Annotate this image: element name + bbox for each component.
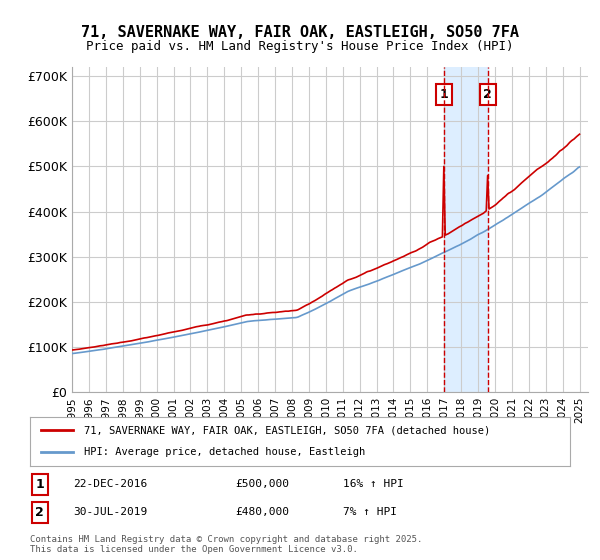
Text: 2: 2 <box>483 88 492 101</box>
Text: 7% ↑ HPI: 7% ↑ HPI <box>343 507 397 517</box>
Text: 2: 2 <box>35 506 44 519</box>
Text: £480,000: £480,000 <box>235 507 289 517</box>
Text: 71, SAVERNAKE WAY, FAIR OAK, EASTLEIGH, SO50 7FA (detached house): 71, SAVERNAKE WAY, FAIR OAK, EASTLEIGH, … <box>84 426 490 436</box>
Text: Price paid vs. HM Land Registry's House Price Index (HPI): Price paid vs. HM Land Registry's House … <box>86 40 514 53</box>
Text: 71, SAVERNAKE WAY, FAIR OAK, EASTLEIGH, SO50 7FA: 71, SAVERNAKE WAY, FAIR OAK, EASTLEIGH, … <box>81 25 519 40</box>
Text: 16% ↑ HPI: 16% ↑ HPI <box>343 479 404 489</box>
Text: 1: 1 <box>35 478 44 491</box>
Text: £500,000: £500,000 <box>235 479 289 489</box>
Text: 30-JUL-2019: 30-JUL-2019 <box>73 507 148 517</box>
Text: HPI: Average price, detached house, Eastleigh: HPI: Average price, detached house, East… <box>84 447 365 457</box>
Text: 1: 1 <box>439 88 448 101</box>
Text: 22-DEC-2016: 22-DEC-2016 <box>73 479 148 489</box>
Text: Contains HM Land Registry data © Crown copyright and database right 2025.
This d: Contains HM Land Registry data © Crown c… <box>30 535 422 554</box>
Bar <box>444 67 488 392</box>
